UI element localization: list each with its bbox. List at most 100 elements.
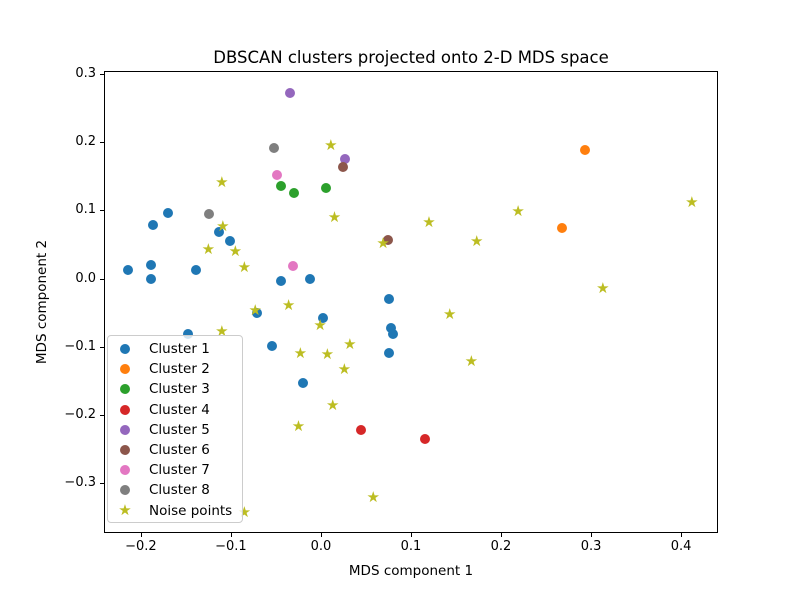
scatter-point-noise-points: ★ [469, 231, 484, 250]
scatter-point-cluster-1 [384, 347, 395, 358]
scatter-point-cluster-7 [288, 260, 299, 271]
scatter-point-cluster-3 [275, 181, 286, 192]
scatter-point-noise-points: ★ [320, 344, 335, 363]
scatter-point-noise-points: ★ [343, 335, 357, 354]
x-tick-label: −0.2 [125, 539, 157, 554]
scatter-point-cluster-8 [204, 209, 215, 220]
scatter-point-noise-points: ★ [216, 216, 230, 235]
circle-marker-icon [117, 384, 133, 395]
scatter-point-cluster-1 [190, 265, 201, 276]
x-tick-mark [591, 533, 593, 537]
scatter-point-cluster-4 [355, 425, 366, 435]
x-tick-label: 0.4 [670, 539, 692, 554]
x-tick-mark [230, 533, 232, 537]
legend-label: Noise points [149, 502, 233, 519]
x-tick-mark [501, 533, 502, 537]
scatter-point-cluster-5 [340, 154, 351, 164]
scatter-point-noise-points: ★ [366, 487, 380, 506]
legend-label: Cluster 4 [149, 401, 210, 418]
scatter-point-cluster-1 [388, 329, 398, 340]
scatter-point-noise-points: ★ [327, 208, 342, 227]
scatter-point-cluster-1 [145, 273, 156, 284]
y-tick-label: 0.0 [75, 270, 96, 286]
x-axis-label: MDS component 1 [348, 563, 474, 579]
scatter-point-cluster-2 [557, 223, 568, 233]
star-marker-icon: ★ [118, 501, 132, 520]
scatter-point-noise-points: ★ [291, 416, 306, 435]
legend-label: Cluster 7 [149, 462, 210, 479]
legend: Cluster 1 Cluster 2 Cluster 3 Cluster 4 Clus… [107, 335, 243, 523]
legend-label: Cluster 5 [149, 421, 210, 438]
scatter-point-noise-points: ★ [325, 395, 340, 414]
legend-item: Cluster 2 [117, 359, 236, 379]
legend-item: Cluster 1 [117, 339, 236, 359]
scatter-point-cluster-1 [147, 220, 158, 231]
y-tick-mark [100, 414, 104, 416]
y-tick-label: 0.3 [75, 65, 96, 81]
legend-label: Cluster 1 [149, 341, 210, 358]
scatter-point-noise-points: ★ [215, 172, 229, 191]
circle-marker-icon [117, 485, 133, 496]
scatter-point-noise-points: ★ [248, 300, 262, 319]
scatter-point-cluster-6 [382, 234, 393, 245]
scatter-point-cluster-1 [123, 264, 134, 275]
scatter-point-noise-points: ★ [376, 233, 390, 252]
scatter-point-noise-points: ★ [442, 304, 457, 323]
scatter-point-cluster-8 [269, 143, 280, 154]
y-tick-label: −0.3 [64, 475, 96, 491]
scatter-point-cluster-1 [214, 227, 225, 238]
scatter-point-cluster-1 [317, 313, 328, 323]
y-tick-label: −0.2 [64, 407, 96, 423]
scatter-point-cluster-1 [145, 259, 156, 270]
scatter-point-cluster-1 [276, 275, 287, 286]
scatter-point-cluster-5 [285, 87, 296, 98]
scatter-point-cluster-1 [266, 341, 277, 351]
scatter-point-noise-points: ★ [201, 239, 216, 258]
scatter-point-noise-points: ★ [281, 295, 296, 314]
scatter-point-cluster-1 [252, 307, 262, 318]
x-tick-label: 0.2 [490, 539, 512, 554]
scatter-point-cluster-1 [383, 293, 394, 304]
x-tick-mark [321, 533, 322, 537]
scatter-point-cluster-2 [579, 145, 590, 156]
circle-marker-icon [117, 404, 133, 415]
scatter-point-cluster-1 [162, 207, 173, 218]
circle-marker-icon [117, 344, 133, 355]
scatter-point-noise-points: ★ [324, 135, 338, 154]
legend-label: Cluster 3 [149, 381, 210, 398]
legend-item: Cluster 3 [117, 379, 236, 399]
scatter-point-cluster-3 [321, 182, 332, 193]
scatter-point-noise-points: ★ [215, 322, 229, 341]
scatter-point-noise-points: ★ [293, 343, 308, 362]
legend-label: Cluster 8 [149, 482, 210, 499]
y-tick-mark [100, 142, 104, 143]
circle-marker-icon [117, 465, 133, 476]
chart-title: DBSCAN clusters projected onto 2-D MDS s… [213, 48, 609, 67]
x-tick-mark [681, 533, 683, 537]
x-tick-label: 0.3 [580, 539, 602, 554]
scatter-point-cluster-3 [289, 188, 299, 199]
legend-label: Cluster 6 [149, 442, 210, 459]
y-tick-mark [100, 483, 104, 485]
scatter-point-cluster-7 [271, 170, 282, 181]
scatter-point-noise-points: ★ [464, 352, 479, 371]
legend-item: Cluster 6 [117, 440, 236, 460]
x-tick-mark [140, 533, 142, 537]
x-tick-mark [411, 533, 412, 537]
y-tick-mark [100, 73, 104, 75]
scatter-point-cluster-1 [182, 328, 193, 339]
legend-item: Cluster 5 [117, 420, 236, 440]
scatter-point-noise-points: ★ [228, 241, 243, 260]
circle-marker-icon [117, 424, 133, 435]
legend-item: Cluster 7 [117, 460, 236, 480]
x-tick-label: 0.0 [310, 539, 332, 554]
scatter-point-noise-points: ★ [596, 279, 610, 298]
y-tick-mark [100, 210, 104, 212]
legend-item: Cluster 8 [117, 480, 236, 500]
scatter-point-noise-points: ★ [685, 193, 699, 212]
y-tick-label: −0.1 [64, 338, 96, 354]
scatter-point-cluster-1 [298, 377, 308, 388]
legend-label: Cluster 2 [149, 361, 210, 378]
scatter-point-cluster-1 [305, 273, 316, 284]
